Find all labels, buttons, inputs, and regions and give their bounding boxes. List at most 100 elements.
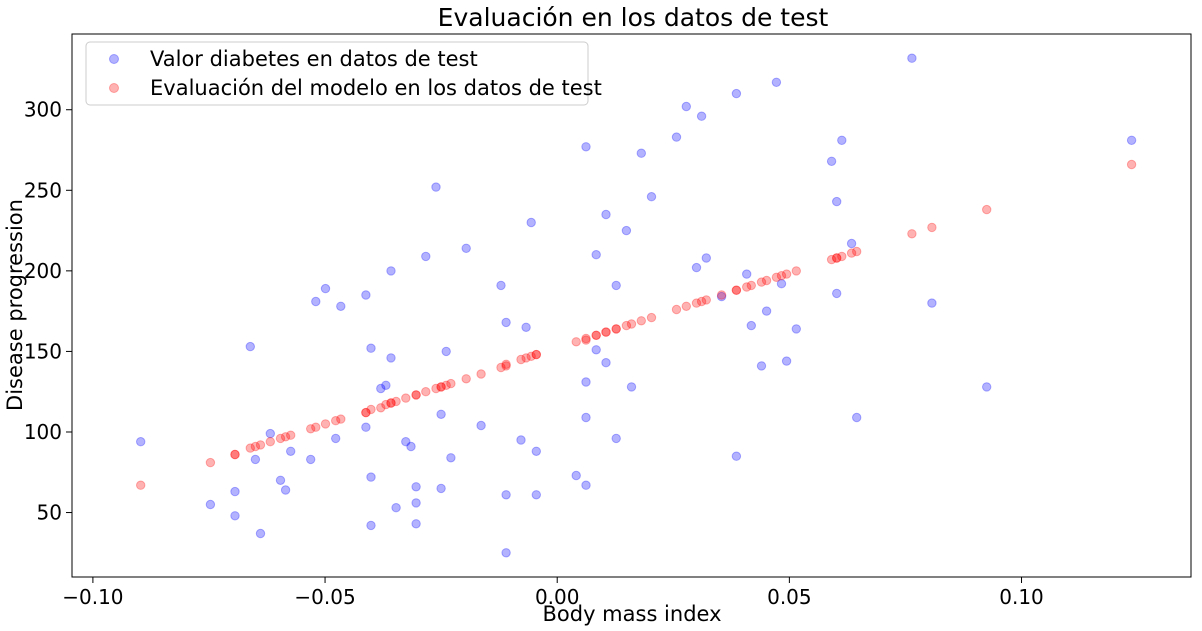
data-point (907, 53, 917, 63)
data-point (731, 88, 742, 99)
data-point (265, 428, 275, 439)
y-tick-label: 50 (37, 501, 62, 525)
data-point (280, 432, 291, 442)
data-point (411, 390, 421, 400)
data-point (381, 380, 391, 390)
data-point (245, 443, 256, 453)
data-point (406, 441, 416, 452)
data-point (832, 288, 842, 299)
data-point (436, 382, 446, 392)
data-point (611, 280, 621, 291)
data-point (381, 399, 391, 410)
data-point (501, 361, 511, 371)
data-point (601, 327, 611, 337)
x-axis-title: Body mass index (542, 602, 721, 626)
data-point (516, 354, 526, 365)
data-point (982, 204, 992, 215)
data-point (516, 435, 526, 445)
data-point (501, 490, 511, 500)
data-point (837, 135, 847, 146)
data-point (731, 285, 742, 295)
data-point (366, 404, 376, 415)
data-point (280, 485, 291, 495)
data-point (621, 225, 632, 236)
data-point (591, 330, 601, 340)
data-point (742, 282, 752, 292)
legend: Valor diabetes en datos de test Evaluaci… (85, 41, 602, 106)
data-point (401, 393, 411, 403)
data-point (626, 382, 637, 392)
y-axis-title: Disease progression (3, 199, 27, 411)
data-point (401, 437, 411, 447)
data-point (636, 148, 646, 158)
data-point (701, 253, 711, 263)
data-point (852, 246, 862, 257)
data-point (136, 480, 146, 490)
data-point (361, 290, 371, 300)
data-point (376, 403, 386, 413)
data-point (255, 440, 266, 450)
data-point (331, 416, 341, 426)
data-point (601, 209, 611, 220)
data-point (386, 353, 396, 363)
data-point (716, 291, 727, 302)
data-point (671, 304, 682, 315)
x-tick-label: 0.10 (999, 585, 1044, 609)
data-point (791, 266, 801, 276)
data-point (771, 77, 782, 88)
data-point (476, 369, 486, 379)
legend-label-test-values: Valor diabetes en datos de test (150, 47, 478, 71)
data-point (521, 353, 531, 363)
data-point (591, 250, 601, 260)
x-axis: −0.10 −0.05 0.00 0.05 0.10 (62, 577, 1044, 609)
data-point (696, 296, 707, 307)
x-tick-label: 0.05 (767, 585, 812, 609)
x-tick-label: 0.00 (535, 585, 580, 609)
data-point (746, 280, 756, 291)
data-point (205, 499, 216, 510)
data-point (391, 396, 401, 407)
data-point (311, 422, 321, 432)
data-point (531, 349, 541, 360)
data-point (731, 451, 742, 461)
data-point (626, 319, 637, 329)
data-point (421, 387, 431, 397)
data-point (441, 380, 451, 390)
data-point (581, 142, 591, 152)
data-point (411, 482, 421, 492)
data-point (756, 361, 767, 371)
data-point (846, 248, 857, 258)
data-point (411, 519, 421, 529)
data-point (265, 437, 275, 447)
data-point (581, 333, 591, 344)
data-point (907, 229, 917, 239)
data-point (581, 480, 591, 490)
series-model-predictions (136, 159, 1137, 490)
data-point (531, 349, 541, 360)
data-point (591, 330, 601, 340)
data-point (982, 382, 992, 392)
data-point (571, 337, 581, 347)
data-point (646, 192, 657, 202)
data-point (611, 324, 621, 334)
data-point (837, 251, 847, 262)
data-point (761, 275, 772, 286)
data-point (245, 341, 256, 352)
data-point (746, 320, 756, 331)
data-point (581, 412, 591, 423)
chart-title: Evaluación en los datos de test (438, 3, 829, 32)
data-point (731, 285, 742, 295)
data-point (230, 449, 240, 460)
data-point (781, 356, 792, 366)
data-point (791, 324, 801, 334)
data-point (331, 433, 341, 444)
data-point (275, 475, 286, 485)
data-point (366, 520, 376, 531)
y-tick-label: 200 (24, 259, 62, 283)
data-point (601, 358, 611, 368)
data-point (361, 407, 371, 418)
legend-marker-model (109, 83, 119, 93)
data-point (136, 437, 146, 447)
data-point (496, 280, 506, 291)
